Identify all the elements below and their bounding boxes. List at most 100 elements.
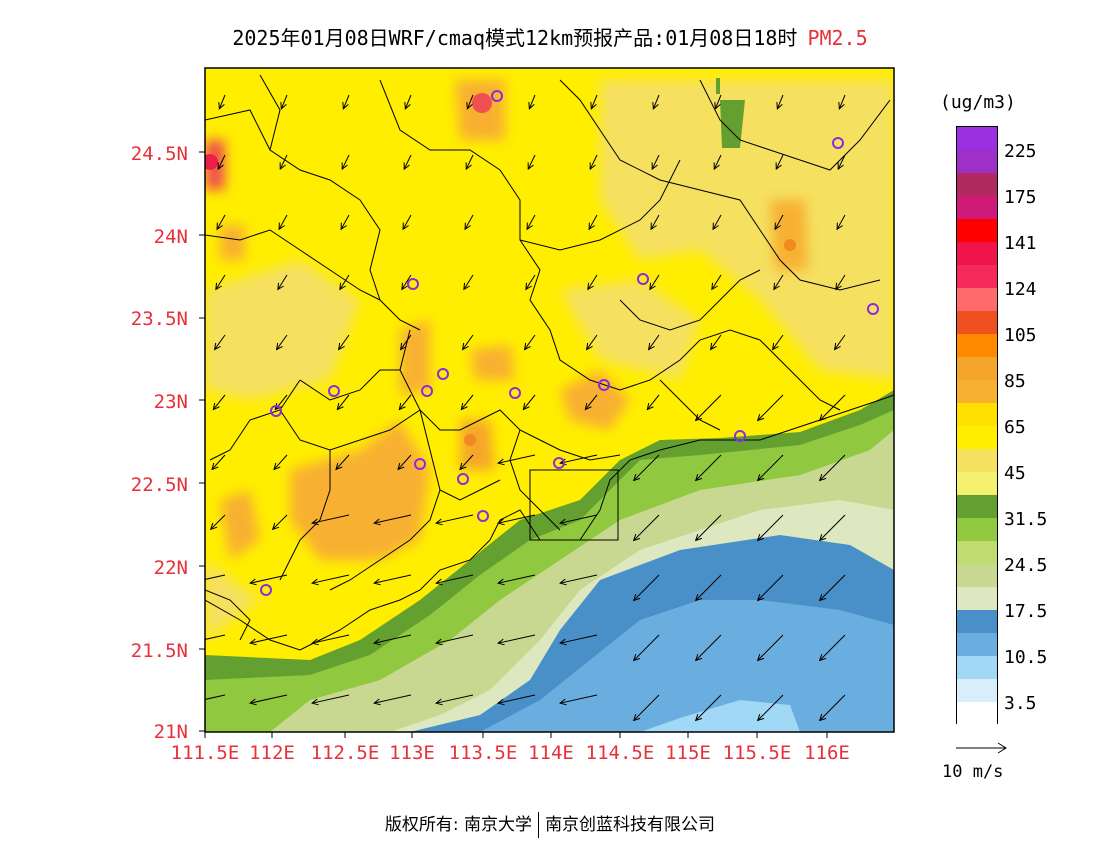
wind-arrow-icon: [342, 94, 350, 110]
sea-band-7: [640, 700, 800, 732]
colorbar-swatch: [957, 495, 997, 518]
colorbar-swatch: [957, 150, 997, 173]
colorbar-swatch: [957, 334, 997, 357]
city-marker-icon: [867, 303, 879, 315]
city-marker-icon: [457, 473, 469, 485]
wind-arrow-icon: [459, 454, 474, 471]
lon-label-113.5: 113.5E: [448, 742, 518, 764]
wind-arrow-icon: [528, 94, 536, 110]
wind-arrow-icon: [435, 514, 474, 526]
wind-arrow-icon: [205, 694, 226, 700]
lon-label-116: 116E: [804, 742, 850, 764]
city-marker-icon: [477, 510, 489, 522]
city-marker-icon: [328, 385, 340, 397]
inland-green-patch: [720, 100, 745, 148]
colorbar-swatch: [957, 541, 997, 564]
wind-arrow-icon: [205, 574, 226, 580]
wind-arrow-icon: [337, 334, 350, 351]
colorbar-label-45: 45: [1004, 463, 1026, 484]
colorbar-swatch: [957, 633, 997, 656]
colorbar-swatch: [957, 311, 997, 334]
wind-arrow-icon: [694, 514, 722, 542]
wind-arrow-icon: [435, 574, 474, 586]
city-marker-icon: [407, 278, 419, 290]
wind-arrow-icon: [218, 94, 226, 110]
colorbar-label-124: 124: [1004, 279, 1037, 300]
wind-arrow-icon: [711, 274, 722, 291]
wind-arrow-icon: [526, 214, 536, 231]
wind-arrow-icon: [311, 634, 350, 646]
wind-arrow-icon: [818, 394, 846, 422]
wind-arrow-icon: [311, 514, 350, 526]
wind-arrow-icon: [559, 694, 598, 706]
city-marker-icon: [509, 387, 521, 399]
hk-box: [529, 469, 619, 541]
wind-arrow-icon: [559, 634, 598, 646]
wind-arrow-icon: [527, 154, 536, 171]
city-marker-icon: [734, 430, 746, 442]
wind-arrow-icon: [249, 694, 288, 706]
title-text: 2025年01月08日WRF/cmaq模式12km预报产品:01月08日18时: [232, 26, 798, 50]
colorbar-swatch: [957, 403, 997, 426]
colorbar-label-141: 141: [1004, 233, 1037, 254]
wind-arrow-icon: [525, 274, 536, 291]
wind-arrow-icon: [497, 454, 536, 466]
wind-arrow-icon: [215, 274, 226, 291]
colorbar-swatch: [957, 196, 997, 219]
wind-arrow-icon: [279, 154, 288, 171]
colorbar-label-24.5: 24.5: [1004, 555, 1048, 576]
colorbar-unit: (ug/m3): [940, 92, 1016, 113]
wind-arrow-icon: [464, 214, 474, 231]
city-markers: [260, 90, 879, 596]
wind-key-label: 10 m/s: [942, 762, 1004, 782]
colorbar-swatch: [957, 587, 997, 610]
colorbar-swatch: [957, 173, 997, 196]
colorbar-label-31.5: 31.5: [1004, 509, 1048, 530]
lat-label-23: 23N: [153, 391, 188, 413]
wind-arrow-icon: [335, 454, 350, 471]
wind-arrow-icon: [404, 94, 412, 110]
wind-arrow-icon: [588, 214, 598, 231]
wind-arrow-icon: [277, 274, 288, 291]
city-marker-icon: [832, 137, 844, 149]
sea-band-6: [480, 600, 894, 732]
footer-right: 南京创蓝科技有限公司: [545, 815, 716, 835]
pollutant-label: PM2.5: [807, 26, 868, 50]
colorbar-swatch: [957, 127, 997, 150]
colorbar-swatch: [957, 610, 997, 633]
wind-arrow-icon: [818, 454, 846, 482]
lon-label-115.5: 115.5E: [722, 742, 792, 764]
lon-label-114.5: 114.5E: [585, 742, 655, 764]
wind-arrow-icon: [585, 334, 598, 351]
wind-arrow-icon: [652, 94, 660, 110]
colorbar-swatch: [957, 518, 997, 541]
lon-label-114: 114E: [528, 742, 574, 764]
colorbar-swatch: [957, 380, 997, 403]
wind-arrow-icon: [833, 334, 846, 351]
wind-arrow-icon: [497, 514, 536, 526]
wind-arrow-icon: [249, 634, 288, 646]
wind-arrow-icon: [216, 214, 226, 231]
wind-arrow-icon: [211, 454, 226, 471]
colorbar-label-17.5: 17.5: [1004, 601, 1048, 622]
colorbar-swatch: [957, 449, 997, 472]
wind-arrow-icon: [340, 214, 350, 231]
wind-arrow-icon: [756, 574, 784, 602]
lon-label-111.5: 111.5E: [170, 742, 240, 764]
colorbar-label-105: 105: [1004, 325, 1037, 346]
wind-arrow-icon: [650, 214, 660, 231]
wind-arrow-icon: [818, 634, 846, 662]
hotspot-east: [784, 239, 796, 251]
wind-arrow-icon: [694, 454, 722, 482]
wind-arrow-icon: [373, 574, 412, 586]
wind-arrow-icon: [522, 394, 536, 411]
colorbar-swatch: [957, 426, 997, 449]
city-marker-icon: [553, 457, 565, 469]
wind-arrow-icon: [397, 454, 412, 471]
wind-arrow-icon: [212, 394, 226, 411]
wind-arrow-icon: [818, 694, 846, 722]
colorbar-label-175: 175: [1004, 187, 1037, 208]
colorbar-label-85: 85: [1004, 371, 1026, 392]
wind-arrow-icon: [373, 634, 412, 646]
wind-key-arrow-icon: [956, 742, 1007, 754]
